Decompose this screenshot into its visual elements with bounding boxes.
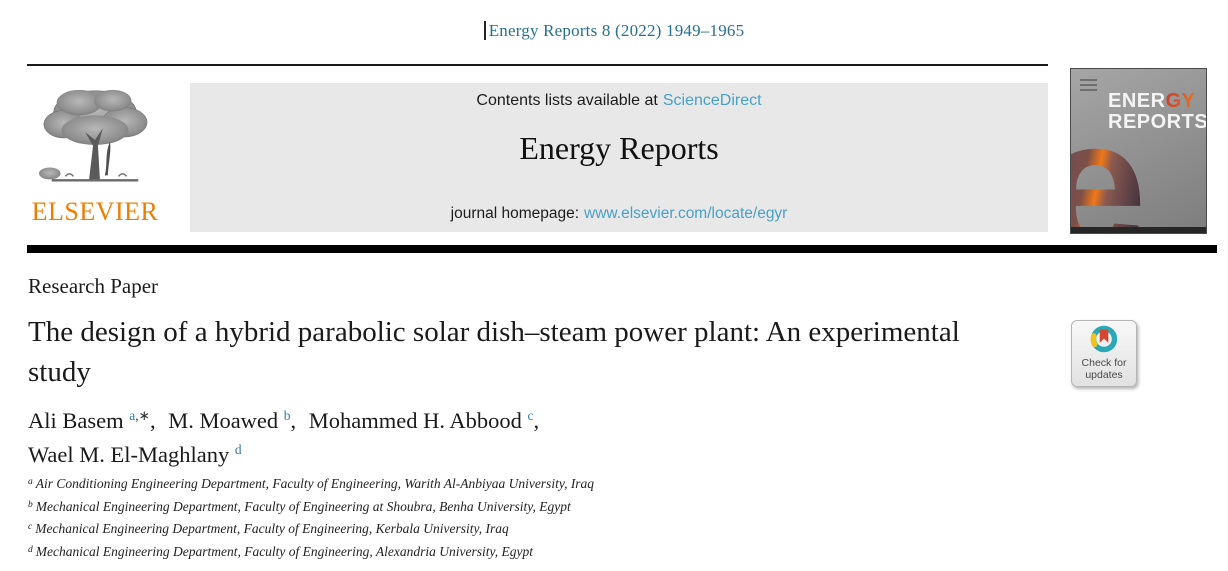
journal-cover-thumbnail: ENERGY REPORTS e — [1070, 68, 1207, 234]
author-affil-sup[interactable]: b — [283, 408, 291, 423]
journal-title: Energy Reports — [519, 130, 719, 166]
crossmark-icon — [1090, 325, 1118, 353]
cover-masthead-white: ENER — [1108, 90, 1166, 112]
header-top-rule — [27, 64, 1048, 66]
article-title: The design of a hybrid parabolic solar d… — [28, 316, 960, 388]
elsevier-wordmark: ELSEVIER — [31, 197, 159, 226]
article-type-label: Research Paper — [28, 274, 159, 298]
corresponding-author-mark[interactable]: ,∗ — [135, 408, 150, 423]
author-affil-sup[interactable]: c — [527, 408, 534, 423]
author-affil-sup[interactable]: a — [129, 408, 136, 423]
author-line-2: Wael M. El-Maghlany d — [28, 439, 546, 473]
sciencedirect-link[interactable]: ScienceDirect — [662, 92, 762, 109]
elsevier-logo: ELSEVIER — [24, 82, 166, 232]
badge-line1: Check for — [1081, 357, 1127, 369]
affiliation-row: d Mechanical Engineering Department, Facu… — [28, 544, 534, 560]
author-line-1: Ali Basem a,∗, M. Moawed b, Mohammed H. … — [28, 408, 540, 433]
author-name: Ali Basem — [28, 408, 124, 433]
cover-masthead-line2: REPORTS — [1108, 111, 1207, 133]
section-divider-rule — [27, 245, 1217, 253]
author-list: Ali Basem a,∗, M. Moawed b, Mohammed H. … — [28, 405, 546, 473]
homepage-text: journal homepage: — [450, 205, 580, 222]
contents-line: Contents lists available at ScienceDirect — [190, 92, 1048, 110]
cover-issue-info — [1080, 79, 1097, 94]
cover-masthead: ENERGY REPORTS — [1108, 90, 1207, 133]
homepage-line: journal homepage: www.elsevier.com/locate… — [190, 205, 1048, 223]
cover-big-e: e — [1071, 91, 1147, 233]
affiliation-list: a Air Conditioning Engineering Department… — [28, 474, 594, 565]
author-name: Wael M. El-Maghlany — [28, 442, 230, 467]
journal-banner: Contents lists available at ScienceDirect… — [190, 83, 1048, 232]
affiliation-row: c Mechanical Engineering Department, Facu… — [28, 521, 509, 537]
citation-text: Energy Reports 8 (2022) 1949–1965 — [488, 21, 745, 40]
journal-homepage-link[interactable]: www.elsevier.com/locate/egyr — [584, 205, 788, 222]
citation-line: Energy Reports 8 (2022) 1949–1965 — [0, 21, 1228, 41]
elsevier-tree-icon — [38, 89, 148, 182]
contents-text: Contents lists available at — [476, 92, 658, 109]
cover-masthead-accent: GY — [1165, 90, 1196, 112]
affiliation-row: a Air Conditioning Engineering Department… — [28, 476, 595, 491]
author-affil-sup[interactable]: d — [234, 442, 242, 457]
check-updates-badge[interactable]: Check for updates — [1071, 320, 1137, 387]
text-caret — [483, 21, 486, 40]
author-name: Mohammed H. Abbood — [308, 408, 522, 433]
affiliation-row: b Mechanical Engineering Department, Facu… — [28, 498, 571, 514]
author-name: M. Moawed — [168, 408, 279, 433]
cover-bottom-strip — [1071, 227, 1206, 233]
badge-line2: updates — [1085, 368, 1123, 381]
